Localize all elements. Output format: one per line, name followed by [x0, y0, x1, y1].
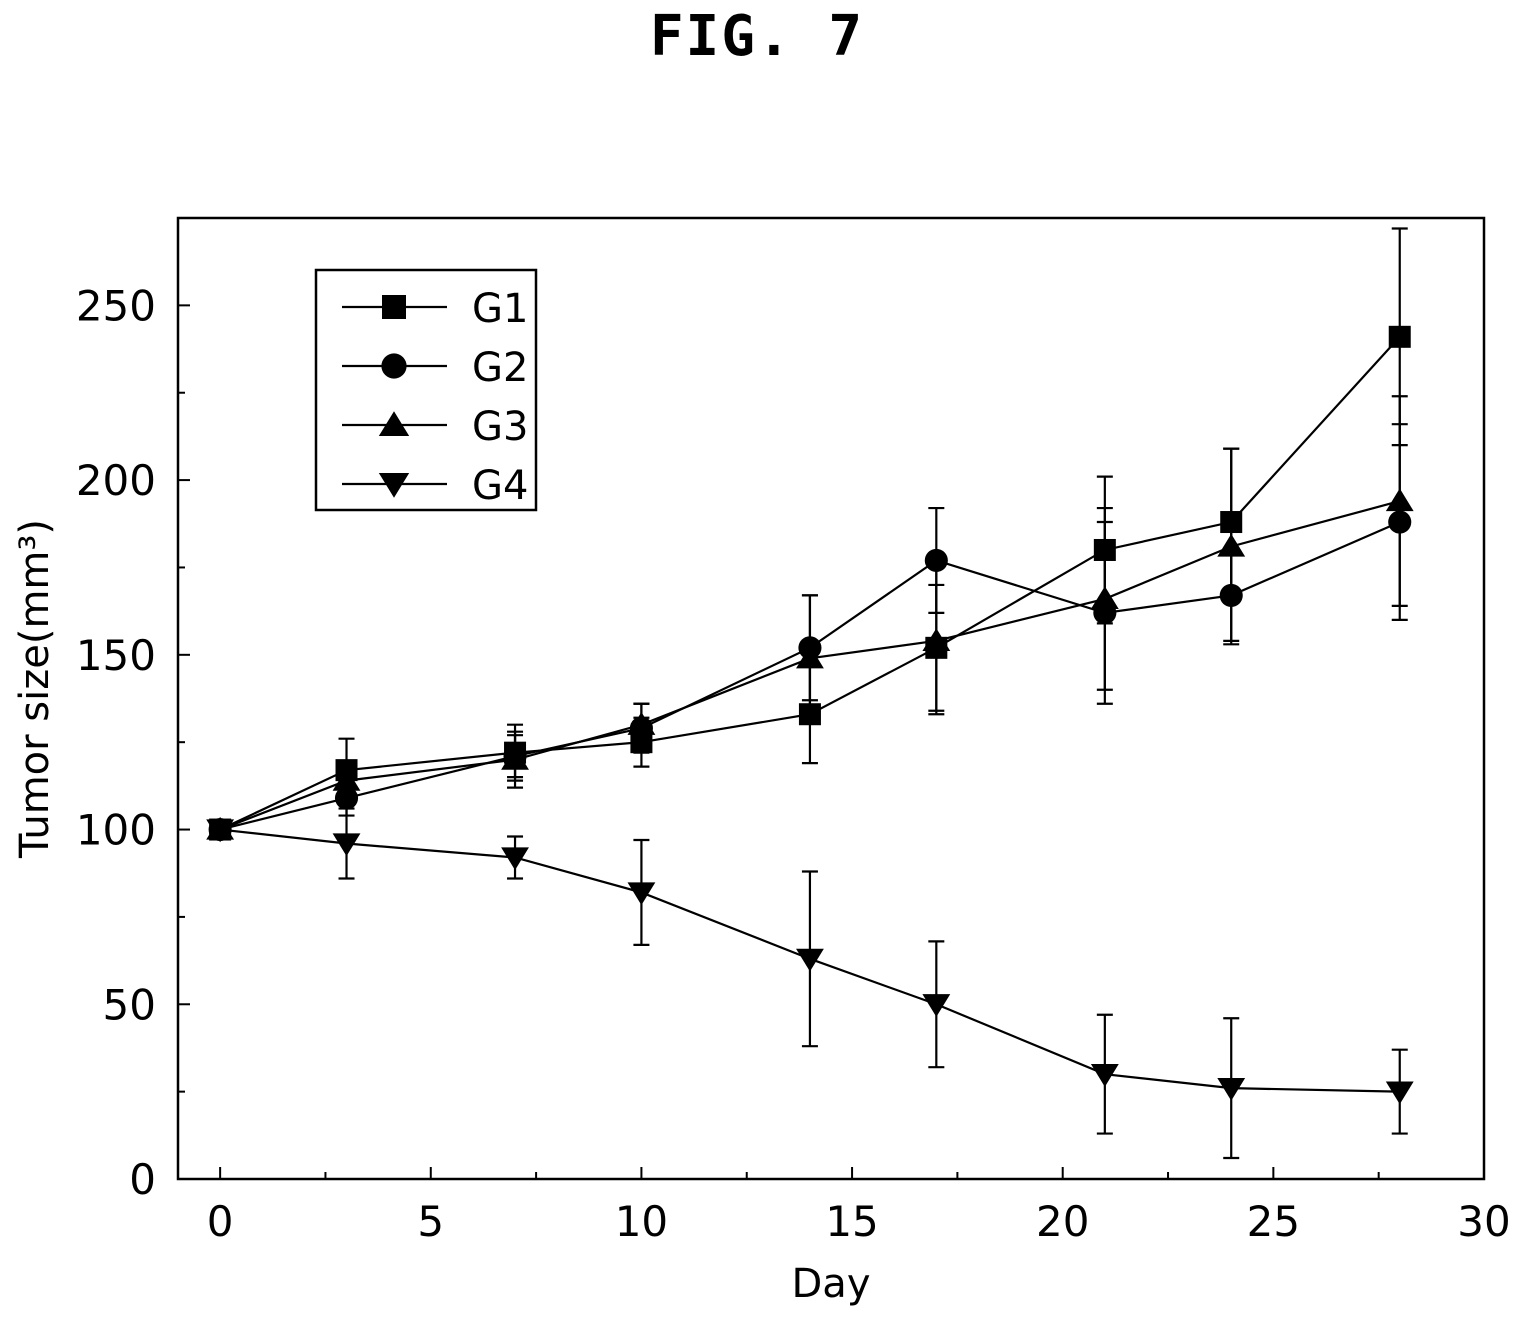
x-tick-label: 0	[207, 1197, 234, 1246]
y-tick-label: 50	[103, 980, 156, 1029]
legend: G1 G2 G3 G4	[314, 268, 538, 512]
y-tick-label: 250	[76, 281, 156, 330]
legend-item: G4	[342, 463, 528, 509]
legend-label: G3	[472, 404, 528, 450]
x-axis-title: Day	[792, 1261, 871, 1307]
legend-item: G1	[342, 286, 528, 332]
data-point-g4	[796, 948, 824, 972]
x-tick-label: 10	[615, 1197, 668, 1246]
data-point-g4	[922, 994, 951, 1017]
data-point-g4	[1217, 1078, 1246, 1101]
y-tick-label: 0	[129, 1155, 156, 1204]
y-tick-label: 200	[76, 456, 156, 505]
data-point-g4	[501, 847, 529, 871]
data-point-g3	[922, 628, 951, 651]
data-point-g2	[924, 548, 948, 573]
legend-marker	[378, 411, 410, 437]
data-point-g3	[332, 767, 361, 791]
y-axis-title: Tumor size(mm³)	[12, 519, 58, 859]
legend-item: G2	[342, 345, 528, 391]
series-g4	[206, 807, 1414, 1160]
y-tick-label: 150	[76, 631, 156, 680]
plot-border	[176, 216, 1486, 1181]
data-series	[206, 227, 1414, 1160]
data-point-g3	[1217, 533, 1246, 557]
data-point-g3	[501, 747, 529, 770]
figure-label: FIG. 7	[649, 4, 865, 69]
legend-marker	[382, 295, 406, 319]
data-point-g4	[206, 819, 235, 843]
legend-label: G1	[472, 286, 528, 332]
data-point-g3	[627, 712, 656, 735]
x-tick-label: 25	[1247, 1197, 1300, 1246]
legend-marker	[381, 353, 407, 379]
data-point-g3	[1385, 488, 1414, 512]
data-point-g1	[1388, 325, 1411, 348]
legend-marker	[378, 472, 410, 498]
data-point-g3	[796, 645, 824, 669]
series-g3	[206, 395, 1414, 840]
x-tick-label: 15	[825, 1197, 878, 1246]
x-tick-label: 5	[417, 1197, 444, 1246]
plot-frame	[176, 216, 1486, 1181]
data-point-g3	[1090, 586, 1119, 610]
data-point-g4	[332, 833, 361, 857]
legend-label: G2	[472, 345, 528, 391]
data-point-g4	[627, 882, 656, 906]
y-tick-label: 100	[76, 806, 156, 855]
data-point-g4	[1385, 1081, 1414, 1105]
axis-ticks: 0 5 10 15 20 25 30 0 50 100 150 200 250	[76, 281, 1511, 1246]
legend-box	[314, 268, 538, 512]
x-tick-label: 20	[1036, 1197, 1089, 1246]
legend-label: G4	[472, 463, 528, 509]
data-point-g4	[1090, 1064, 1119, 1087]
legend-item: G3	[342, 404, 528, 450]
x-tick-label: 30	[1457, 1197, 1510, 1246]
